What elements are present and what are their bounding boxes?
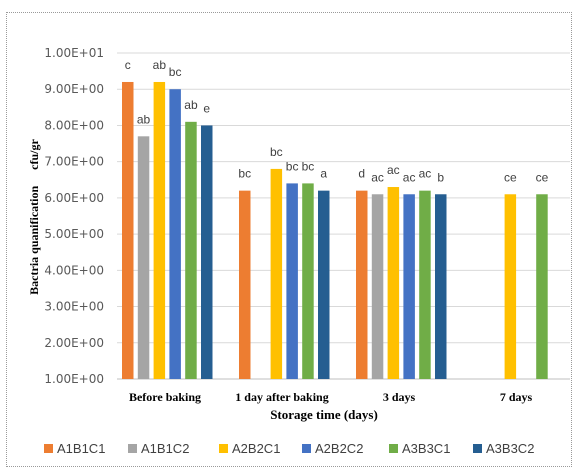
bar-a3b3c1 [419,190,431,379]
legend: A1B1C1 A1B1C2 A2B2C1 A2B2C2 A3B3C1 A3B3C2 [44,441,534,456]
chart-frame [6,12,572,467]
legend-label: A1B1C2 [141,441,189,456]
bar-a1b1c1 [122,81,134,379]
y-tick-label: 4.00E+00 [44,263,104,277]
bar-a1b1c1 [239,190,251,379]
data-label: e [203,101,210,115]
data-label: ac [387,163,400,177]
data-label: bc [302,159,315,173]
bar-a2b2c1 [387,187,400,379]
data-label: bc [270,145,283,159]
data-label: d [358,167,365,181]
data-label: ac [371,170,384,184]
bar-a2b2c1 [153,81,166,379]
data-label: bc [169,65,182,79]
x-category-label: Before baking [129,390,201,404]
x-category-label: 3 days [383,390,416,404]
legend-swatch [44,444,53,453]
data-label: bc [238,167,251,181]
legend-swatch [389,444,398,453]
x-category-label: 1 day after baking [235,390,328,404]
y-tick-label: 2.00E+00 [44,336,104,350]
y-tick-label: 7.00E+00 [44,155,104,169]
x-category-label: 7 days [500,390,533,404]
data-label: ce [536,170,549,184]
bar-a3b3c1 [536,194,548,379]
data-label: ce [504,170,517,184]
bar-a1b1c2 [371,194,384,379]
bar-a2b2c1 [270,168,283,379]
bar-a3b3c2 [435,194,447,379]
bars [122,81,548,380]
legend-label: A2B2C2 [315,441,363,456]
data-label: ac [403,170,416,184]
y-tick-label: 1.00E+00 [44,372,104,386]
y-tick-label: 5.00E+00 [44,227,104,241]
bar-a3b3c2 [318,190,330,379]
bar-a3b3c1 [302,183,314,379]
bar-a3b3c1 [185,121,197,380]
legend-swatch [219,444,228,453]
y-tick-label: 1.00E+01 [44,46,104,60]
legend-swatch [128,444,137,453]
bar-a2b2c1 [504,194,517,379]
y-axis-label: Bactria quanification cfu/gr [27,138,41,294]
legend-label: A3B3C1 [402,441,450,456]
y-axis-label-unit: cfu/gr [27,138,41,169]
y-tick-label: 3.00E+00 [44,300,104,314]
y-axis-label-main: Bactria quanification [27,186,41,295]
legend-label: A2B2C1 [232,441,280,456]
data-label: c [125,58,131,72]
data-label: bc [286,159,299,173]
data-label: ab [184,98,198,112]
legend-label: A3B3C2 [486,441,534,456]
x-axis-categories: Before baking 1 day after baking 3 days 7 d… [129,390,533,404]
data-label: ac [419,167,432,181]
legend-label: A1B1C1 [57,441,105,456]
data-label: ab [137,112,151,126]
y-axis-ticks: 1.00E+00 2.00E+00 3.00E+00 4.00E+00 5.00E+00… [44,46,104,386]
bar-a2b2c2 [169,89,181,379]
y-tick-label: 9.00E+00 [44,82,104,96]
bar-a2b2c2 [403,194,415,379]
bar-a2b2c2 [286,183,298,379]
y-tick-label: 8.00E+00 [44,118,104,132]
legend-swatch [473,444,482,453]
legend-swatch [302,444,311,453]
x-axis-label: Storage time (days) [270,407,378,422]
data-label: ab [153,58,167,72]
bar-a1b1c1 [356,190,368,379]
bar-a1b1c2 [137,136,150,379]
y-tick-label: 6.00E+00 [44,191,104,205]
data-label: a [320,167,327,181]
bar-a3b3c2 [201,125,213,379]
data-label: b [437,170,444,184]
